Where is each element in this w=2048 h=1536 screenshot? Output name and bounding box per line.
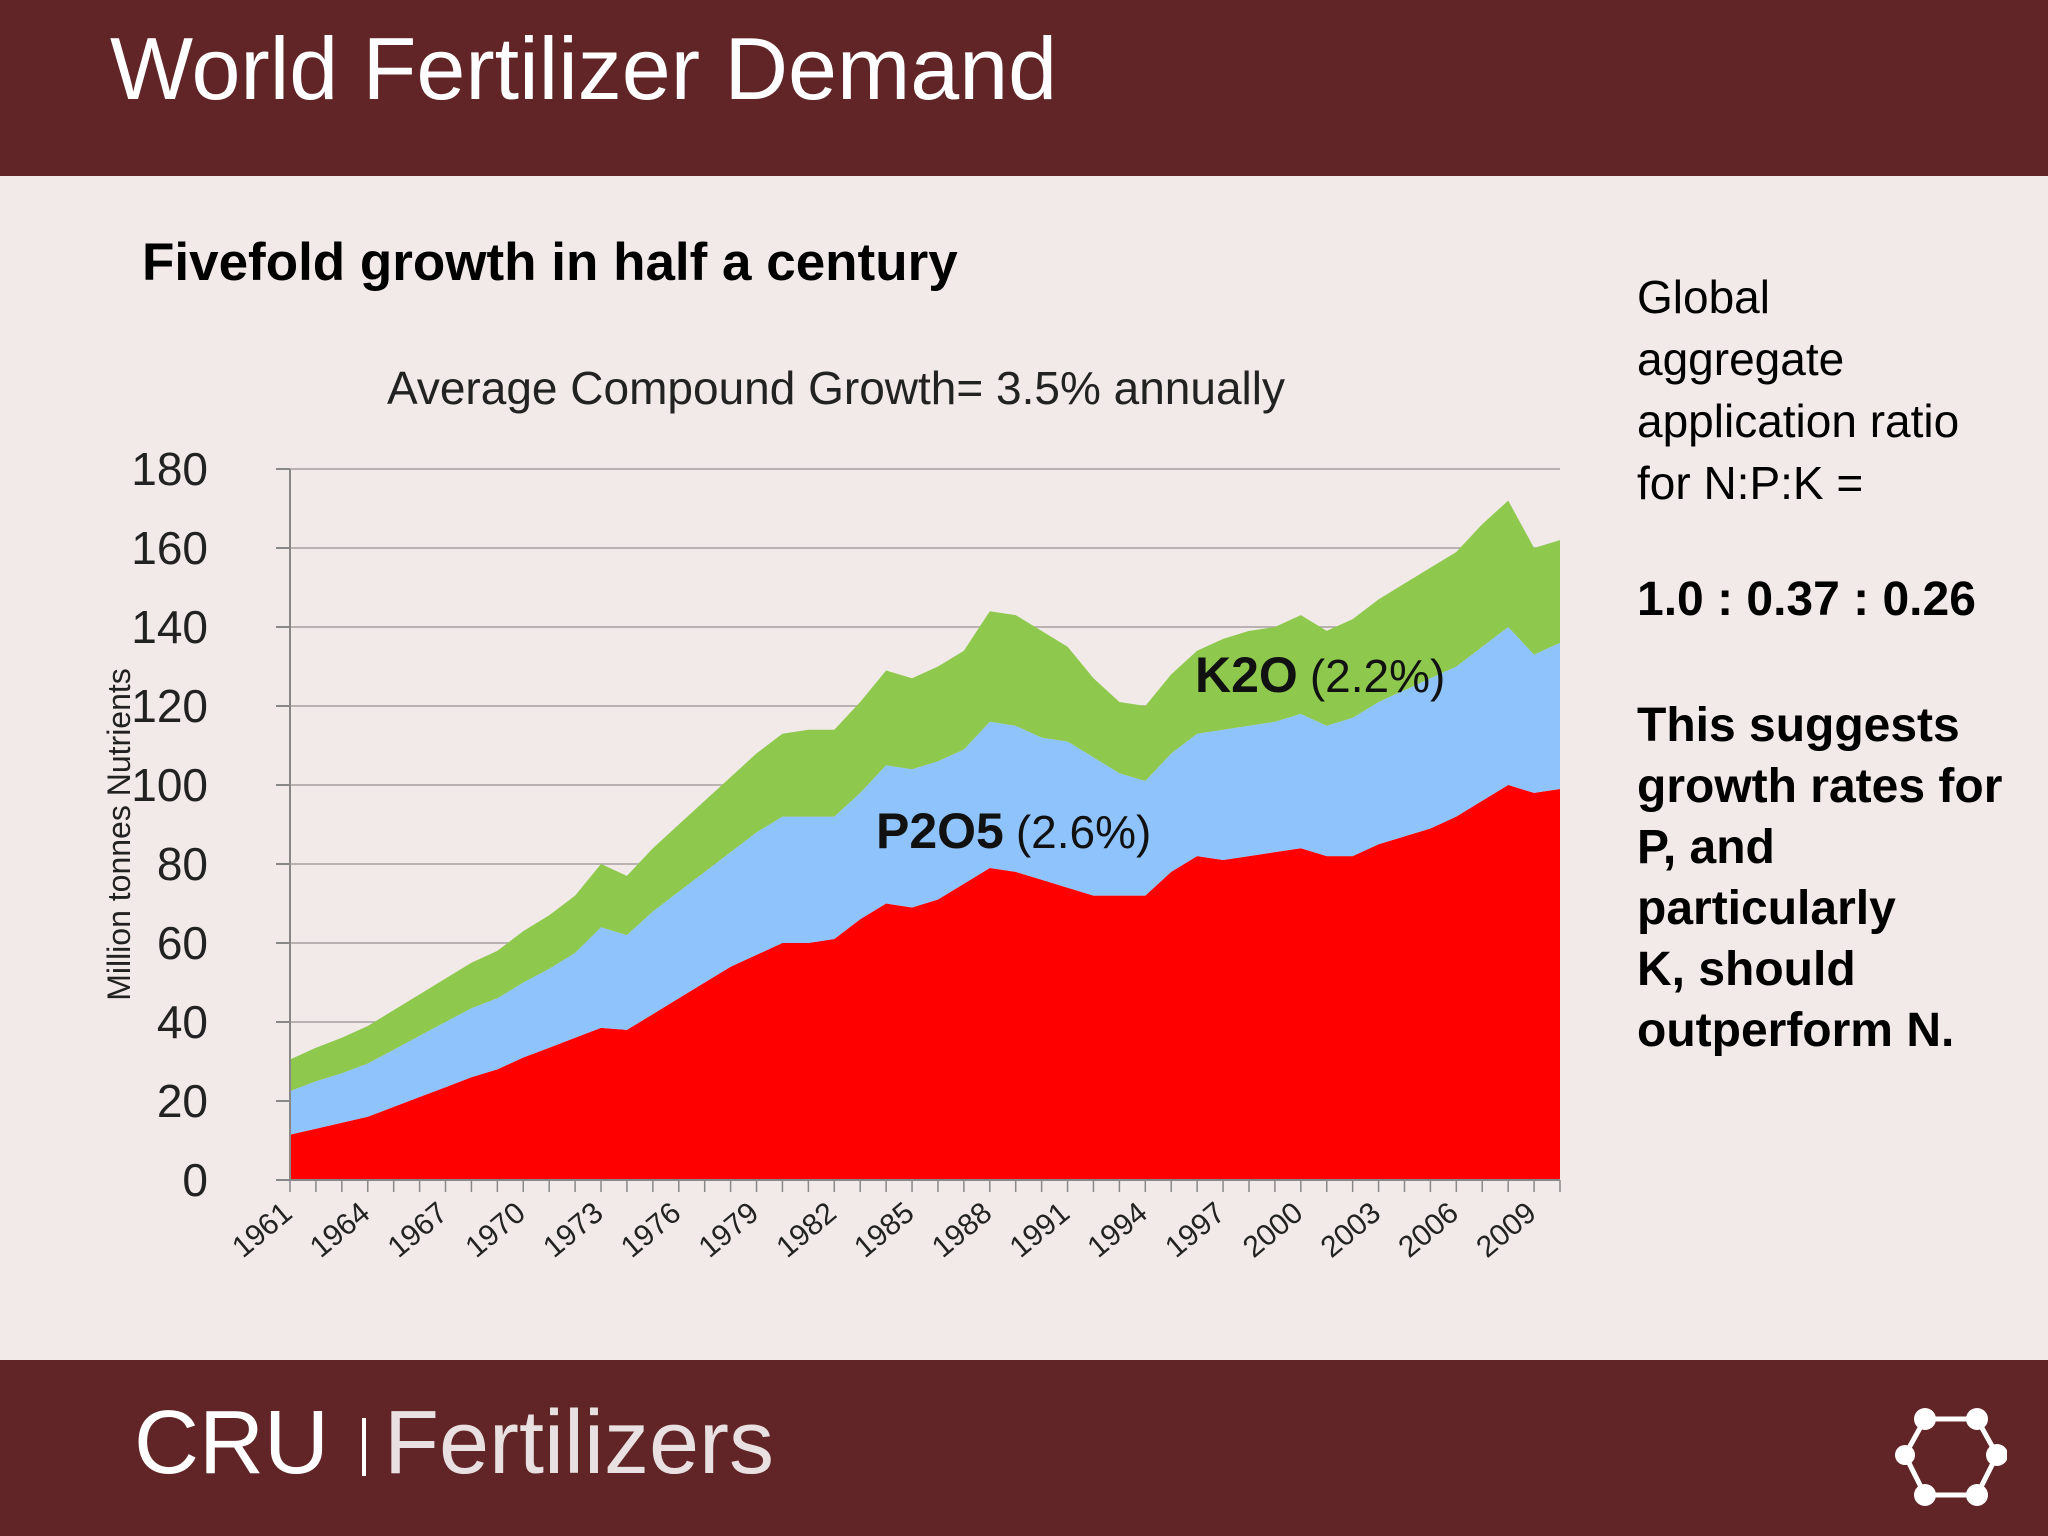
y-tick-label: 60 <box>157 917 208 969</box>
x-tick-label: 2003 <box>1315 1196 1387 1264</box>
footer-banner <box>0 1360 2048 1536</box>
x-tick-label: 1991 <box>1004 1196 1076 1264</box>
growth-note: This suggests growth rates for P, and pa… <box>1637 695 2037 1061</box>
npk-ratio: 1.0 : 0.37 : 0.26 <box>1637 573 1976 626</box>
ratio-intro-line: aggregate <box>1637 333 1845 385</box>
ratio-intro-line: for N:P:K = <box>1637 457 1864 509</box>
brand-division: Fertilizers <box>384 1393 775 1493</box>
x-tick-label: 1961 <box>226 1196 298 1264</box>
y-tick-label: 80 <box>157 838 208 890</box>
annotation-growth-rate: (2.2%) <box>1310 650 1445 702</box>
slide-title: World Fertilizer Demand <box>110 19 1058 118</box>
x-tick-label: 2006 <box>1392 1196 1464 1264</box>
brand-name: CRU <box>134 1393 329 1493</box>
ratio-intro-line: Global <box>1637 271 1770 323</box>
growth-note-line: K, should <box>1637 943 1856 996</box>
series-annotation: K2O (2.2%) <box>1195 647 1445 703</box>
x-tick-label: 1970 <box>459 1196 531 1264</box>
title-banner <box>0 0 2048 176</box>
x-tick-label: 2009 <box>1470 1196 1542 1264</box>
ratio-intro-line: application ratio <box>1637 395 1960 447</box>
x-tick-label: 1985 <box>848 1196 920 1264</box>
y-tick-label: 180 <box>131 443 208 495</box>
y-tick-label: 120 <box>131 680 208 732</box>
y-tick-label: 100 <box>131 759 208 811</box>
x-tick-label: 1973 <box>537 1196 609 1264</box>
x-tick-label: 1988 <box>926 1196 998 1264</box>
x-tick-label: 1964 <box>304 1196 376 1264</box>
area-series-k2o <box>290 500 1560 1092</box>
annotation-growth-rate: (2.6%) <box>1016 806 1151 858</box>
x-tick-label: 1967 <box>382 1196 454 1264</box>
slide-subtitle: Fivefold growth in half a century <box>142 233 958 292</box>
growth-note-line: particularly <box>1637 882 1896 935</box>
x-tick-label: 1982 <box>770 1196 842 1264</box>
series-annotation: P2O5 (2.6%) <box>876 803 1151 859</box>
x-tick-label: 1976 <box>615 1196 687 1264</box>
growth-note-line: outperform N. <box>1637 1004 1955 1057</box>
growth-note-line: This suggests <box>1637 699 1960 752</box>
y-tick-label: 160 <box>131 522 208 574</box>
cru-logo-icon <box>1895 1408 2007 1506</box>
y-tick-label: 140 <box>131 601 208 653</box>
y-tick-label: 20 <box>157 1075 208 1127</box>
x-tick-label: 1994 <box>1081 1196 1153 1264</box>
annotation-series-name: P2O5 <box>876 803 1004 859</box>
fertilizer-demand-chart: 0 20 40 60 80 100 120 140 160 180 1961 1964 1967 1970… <box>101 362 1561 1264</box>
x-tick-label: 2000 <box>1237 1196 1309 1264</box>
y-tick-label: 40 <box>157 996 208 1048</box>
ratio-intro: Global aggregate application ratio for N… <box>1637 266 2037 514</box>
growth-note-line: growth rates for <box>1637 760 2003 813</box>
area-series-n <box>290 785 1560 1180</box>
x-tick-label: 1997 <box>1159 1196 1231 1264</box>
y-tick-label: 0 <box>182 1154 208 1206</box>
chart-title: Average Compound Growth= 3.5% annually <box>387 362 1285 414</box>
brand-divider <box>362 1418 366 1476</box>
y-axis-label: Million tonnes Nutrients <box>101 668 137 1001</box>
area-series-p2o5 <box>290 627 1560 1135</box>
x-tick-label: 1979 <box>693 1196 765 1264</box>
annotation-series-name: K2O <box>1195 647 1298 703</box>
growth-note-line: P, and <box>1637 821 1775 874</box>
